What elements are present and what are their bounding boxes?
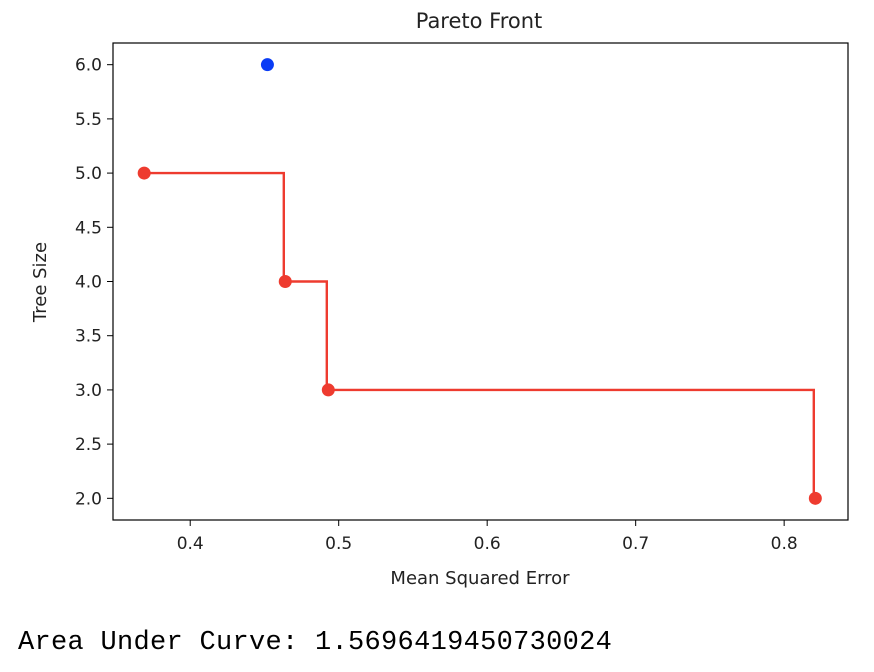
series-layer (137, 58, 822, 505)
pareto-step-line (144, 171, 815, 499)
y-tick-label: 4.5 (75, 218, 102, 238)
y-tick-label: 3.5 (75, 327, 102, 347)
chart-title: Pareto Front (416, 9, 543, 33)
y-tick-label: 6.0 (75, 56, 102, 76)
x-tick-label: 0.7 (622, 534, 649, 554)
area-under-curve-output: Area Under Curve: 1.5696419450730024 (18, 628, 613, 658)
y-tick-label: 5.5 (75, 110, 102, 130)
y-tick-label: 5.0 (75, 164, 102, 184)
pareto-point (137, 166, 151, 180)
y-tick-label: 3.0 (75, 381, 102, 401)
x-tick-label: 0.8 (771, 534, 798, 554)
y-axis: 2.0 2.5 3.0 3.5 4.0 4.5 5.0 5.5 6.0 (75, 56, 113, 509)
x-axis: 0.4 0.5 0.6 0.7 0.8 (177, 520, 798, 554)
pareto-point (321, 383, 335, 397)
y-tick-label: 2.5 (75, 435, 102, 455)
x-tick-label: 0.6 (474, 534, 501, 554)
y-axis-label: Tree Size (30, 242, 51, 323)
y-tick-label: 2.0 (75, 489, 102, 509)
x-axis-label: Mean Squared Error (390, 568, 570, 589)
dominated-point (260, 58, 274, 72)
pareto-point (808, 491, 822, 505)
y-tick-label: 4.0 (75, 273, 102, 293)
x-tick-label: 0.4 (177, 534, 204, 554)
x-tick-label: 0.5 (325, 534, 352, 554)
pareto-point (278, 275, 292, 288)
plot-area (112, 42, 849, 521)
pareto-front-chart: Pareto Front 0.4 0.5 0.6 0.7 0.8 2.0 2.5 3.0 3.… (30, 9, 849, 589)
